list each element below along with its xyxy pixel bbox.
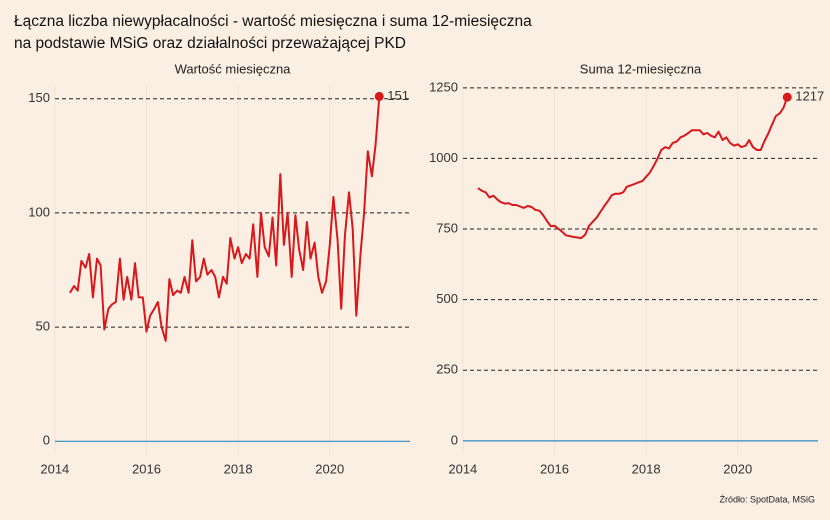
x-tick-label: 2020 — [315, 461, 344, 476]
y-tick-label: 0 — [451, 432, 458, 447]
x-tick-label: 2018 — [632, 461, 661, 476]
chart-title: na podstawie MSiG oraz działalności prze… — [14, 35, 406, 52]
x-tick-label: 2014 — [448, 461, 477, 476]
data-line — [477, 96, 789, 240]
y-tick-label: 100 — [28, 204, 50, 219]
end-point — [374, 91, 384, 101]
data-label: 151 — [387, 88, 409, 103]
y-tick-label: 500 — [436, 291, 458, 306]
x-tick-label: 2016 — [132, 461, 161, 476]
panel-title: Suma 12-miesięczna — [580, 61, 702, 76]
y-tick-label: 1000 — [429, 150, 458, 165]
panel-title: Wartość miesięczna — [175, 61, 292, 76]
y-tick-label: 0 — [43, 433, 50, 448]
y-tick-label: 250 — [436, 362, 458, 377]
y-tick-label: 150 — [28, 90, 50, 105]
data-label: 1217 — [795, 89, 824, 104]
data-line — [69, 96, 381, 342]
y-tick-label: 750 — [436, 220, 458, 235]
x-tick-label: 2014 — [40, 461, 69, 476]
y-tick-label: 50 — [36, 319, 50, 334]
x-tick-label: 2018 — [224, 461, 253, 476]
x-tick-label: 2020 — [723, 461, 752, 476]
y-tick-label: 1250 — [429, 79, 458, 94]
chart-title: Łączna liczba niewypłacalności - wartość… — [14, 13, 532, 30]
source: Źródło: SpotData, MSiG — [719, 494, 815, 504]
x-tick-label: 2016 — [540, 461, 569, 476]
end-point — [782, 92, 792, 102]
